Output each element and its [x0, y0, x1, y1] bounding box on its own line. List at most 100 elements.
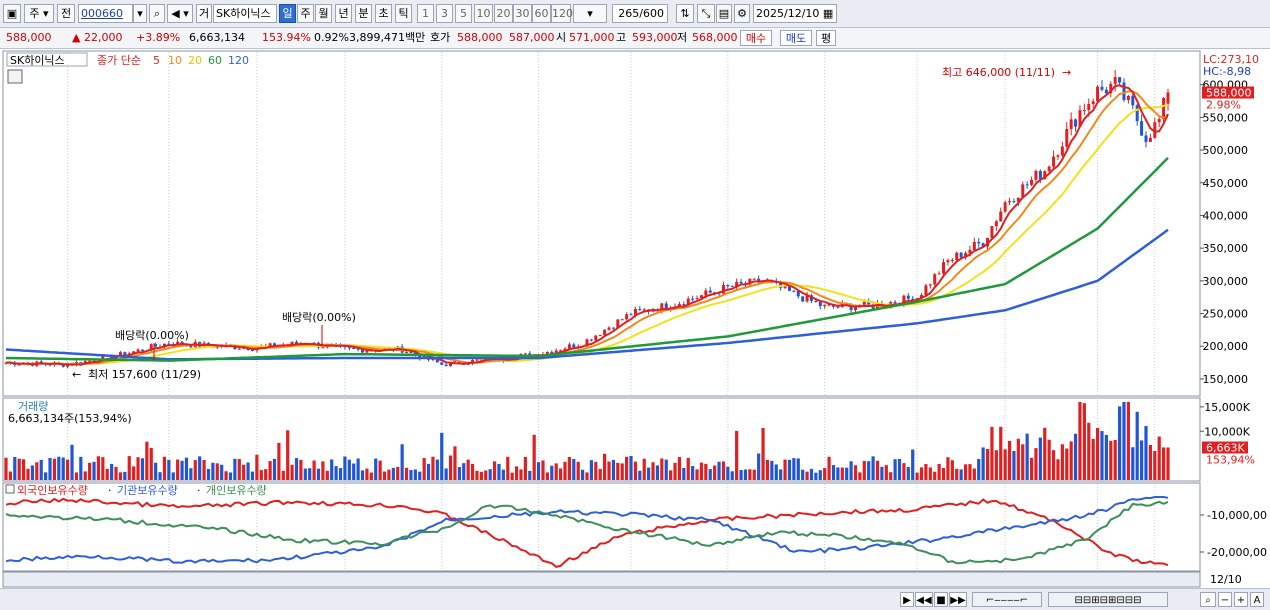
volume-bar	[1021, 444, 1025, 480]
volume-bar	[801, 469, 805, 480]
low-annotation: 최저 157,600 (11/29)	[88, 368, 201, 381]
zoom-in-button[interactable]: +	[1234, 592, 1248, 607]
search-icon[interactable]: ⌕	[149, 4, 165, 23]
play-button[interactable]: ▶	[900, 592, 914, 607]
candle-body	[140, 349, 144, 351]
period-month-button[interactable]: 월	[315, 4, 332, 23]
candle-body	[66, 364, 70, 367]
volume-bar	[206, 468, 211, 480]
geo-button[interactable]: 거	[196, 4, 212, 23]
volume-bar	[435, 459, 439, 480]
volume-bar	[545, 472, 549, 480]
candle-body	[818, 301, 822, 307]
save-icon[interactable]: ▤	[716, 4, 732, 23]
volume-bar	[836, 467, 840, 480]
rewind-button[interactable]: ◀◀	[915, 592, 933, 607]
volume-bar	[994, 450, 998, 480]
gear-icon[interactable]: ⚙	[734, 4, 750, 23]
volume-bar	[492, 461, 497, 480]
x-axis-band	[2, 571, 1201, 588]
candle-body	[721, 284, 725, 294]
volume-bar	[708, 469, 712, 480]
volume-bar	[255, 454, 259, 480]
candle-body	[1135, 105, 1139, 122]
period-year-button[interactable]: 년	[335, 4, 352, 23]
interval-10-button[interactable]: 10	[474, 4, 493, 23]
volume-bar	[972, 468, 976, 480]
candle-body	[123, 352, 127, 356]
speaker-icon[interactable]: ◀ ▾	[167, 4, 193, 23]
interval-20-button[interactable]: 20	[494, 4, 513, 23]
zoom-search-icon[interactable]: ⌕	[1200, 592, 1216, 607]
legend-foreign: 외국인보유수량	[17, 484, 88, 497]
candle-body	[295, 341, 298, 345]
interval-60-button[interactable]: 60	[532, 4, 551, 23]
period-minute-button[interactable]: 분	[355, 4, 372, 23]
volume-bar	[506, 456, 510, 480]
volume-bar	[136, 457, 140, 480]
candle-body	[633, 309, 637, 315]
volume-bar	[655, 465, 660, 480]
candle-body	[611, 327, 615, 329]
volume-bar	[603, 453, 607, 480]
interval-5-button[interactable]: 5	[455, 4, 472, 23]
date-field[interactable]: 2025/12/10 ▦	[753, 4, 837, 23]
menu-icon[interactable]: ▣	[3, 4, 21, 23]
scroll-slider[interactable]: ⌐‒‒‒‒⌐	[972, 592, 1042, 607]
stop-button[interactable]: ■	[934, 592, 948, 607]
volume-bar	[176, 459, 180, 480]
interval-30-button[interactable]: 30	[513, 4, 532, 23]
chart-tool-icon[interactable]: ⇅	[676, 4, 694, 23]
volume-bar	[642, 458, 646, 480]
volume-bar	[787, 459, 792, 480]
stock-code-input[interactable]: 000660	[78, 4, 133, 23]
interval-3-button[interactable]: 3	[436, 4, 453, 23]
period-tick-button[interactable]: 틱	[395, 4, 412, 23]
interval-120-button[interactable]: 120	[551, 4, 573, 23]
custom-interval-select[interactable]: ▾	[573, 4, 607, 23]
candle-body	[321, 347, 325, 349]
candle-body	[1034, 170, 1038, 180]
y-tick-label: 550,000	[1203, 111, 1249, 124]
volume-bar	[906, 467, 910, 480]
average-button[interactable]: 평	[816, 30, 836, 46]
calculator-icon[interactable]	[7, 69, 23, 84]
bar-count-field[interactable]: 265/600	[612, 4, 668, 23]
volume-bar	[294, 458, 299, 480]
font-size-button[interactable]: A	[1250, 592, 1264, 607]
buy-button[interactable]: 매수	[740, 30, 772, 46]
volume-bar	[528, 470, 532, 480]
volume-bar	[444, 468, 448, 480]
prev-button[interactable]: 전	[57, 4, 75, 23]
interval-1-button[interactable]: 1	[417, 4, 434, 23]
candle-body	[999, 211, 1003, 222]
volume-bar	[625, 456, 629, 480]
sell-button[interactable]: 매도	[780, 30, 812, 46]
candle-body	[1082, 110, 1086, 112]
volume-bar	[352, 463, 356, 480]
period-week-button[interactable]: 주	[297, 4, 314, 23]
period-day-button[interactable]: 일	[279, 4, 296, 23]
crosshair-icon[interactable]: ⤡	[697, 4, 715, 23]
volume-bar	[8, 471, 13, 480]
candle-body	[1047, 166, 1051, 172]
view-tools[interactable]: ⊟⊟⊞⊟⊞⊟⊟⊟	[1048, 592, 1168, 607]
period-second-button[interactable]: 초	[375, 4, 392, 23]
code-dropdown-icon[interactable]: ▾	[133, 4, 147, 23]
volume-bar	[730, 471, 734, 480]
volume-bar	[862, 460, 866, 480]
holdings-toggle-icon[interactable]	[5, 484, 15, 494]
volume-bar	[532, 434, 536, 480]
zoom-out-button[interactable]: −	[1218, 592, 1232, 607]
period-unit-select[interactable]: 주 ▾	[24, 4, 54, 23]
volume-bar	[1157, 436, 1161, 480]
volume-bar	[13, 456, 17, 480]
holdings-tick-label: -20,000,00	[1207, 546, 1267, 559]
forward-button[interactable]: ▶▶	[949, 592, 967, 607]
volume-tag-text: 6,663K	[1206, 442, 1245, 455]
stock-chart[interactable]: 600,000550,000500,000450,000400,000350,0…	[0, 49, 1270, 588]
candle-body	[405, 352, 409, 354]
candle-body	[792, 290, 796, 292]
candle-body	[1069, 119, 1073, 129]
y-tick-label: 300,000	[1203, 275, 1249, 288]
